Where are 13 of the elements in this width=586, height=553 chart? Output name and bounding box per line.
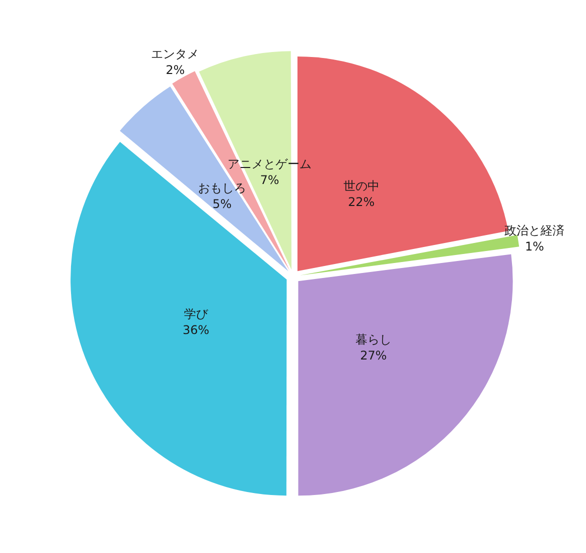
slice-label: おもしろ xyxy=(198,181,246,196)
slice-label: 政治と経済 xyxy=(504,223,564,238)
slice-label: 世の中 xyxy=(343,178,380,193)
data-label: 7% xyxy=(260,172,280,187)
slice-label: 暮らし xyxy=(355,332,392,346)
data-label: 36% xyxy=(182,323,210,338)
data-label: 22% xyxy=(348,194,375,209)
data-label: 1% xyxy=(524,239,544,254)
slice-label: エンタメ xyxy=(151,47,200,62)
data-label: 5% xyxy=(212,197,232,212)
data-label: 27% xyxy=(360,348,387,362)
slice-label: 学び xyxy=(184,307,209,322)
data-label: 2% xyxy=(166,63,185,78)
